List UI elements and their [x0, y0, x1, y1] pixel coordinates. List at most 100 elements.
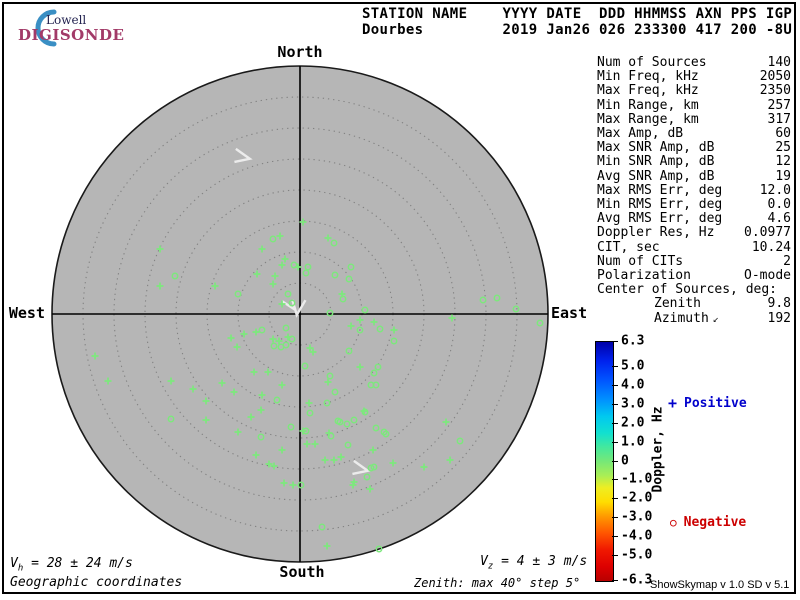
source-marker-circle	[536, 319, 544, 327]
colorbar-tick-label: 3.0	[621, 396, 645, 412]
compass-west-label: West	[8, 304, 45, 322]
source-marker-circle	[479, 296, 487, 304]
source-marker-plus	[321, 456, 329, 464]
compass-north-label: North	[277, 43, 323, 61]
logo-lowell-text: Lowell	[46, 13, 87, 27]
stats-row: Avg RMS Err, deg 4.6	[597, 211, 791, 227]
source-marker-circle	[372, 381, 380, 389]
source-marker-plus	[269, 280, 277, 288]
coordinates-label: Geographic coordinates	[10, 575, 183, 590]
source-marker-plus	[305, 399, 313, 407]
source-marker-circle	[361, 306, 369, 314]
doppler-colorbar	[595, 341, 614, 582]
source-marker-circle	[234, 290, 242, 298]
source-marker-circle	[363, 473, 371, 481]
source-marker-circle	[390, 337, 398, 345]
station-header-values: Dourbes 2019 Jan26 026 233300 417 200 -8…	[362, 22, 793, 38]
doppler-colorbar-ticks: 6.3 5.0 4.0 3.0 2.0 1.0 0 -1.0 -2.0 -3.0 -4.0 -5.0 -…	[595, 334, 655, 588]
source-marker-plus	[271, 272, 279, 280]
source-marker-plus	[156, 282, 164, 290]
source-marker-plus	[202, 416, 210, 424]
source-marker-plus	[202, 397, 210, 405]
source-marker-circle	[376, 325, 384, 333]
source-marker-plus	[309, 348, 317, 356]
stats-row: Azimuth ↙ 192	[654, 310, 791, 326]
vertical-velocity-label: Vz = 4 ± 3 m/s	[480, 554, 588, 572]
colorbar-tick-label: -4.0	[621, 528, 653, 544]
source-marker-plus	[227, 334, 235, 342]
source-marker-plus	[264, 368, 272, 376]
source-marker-plus	[253, 270, 261, 278]
source-marker-plus	[448, 314, 456, 322]
colorbar-tick-label: 6.3	[621, 333, 645, 349]
source-marker-circle	[331, 271, 339, 279]
stats-row: Max Freq, kHz 2350	[597, 83, 791, 99]
source-marker-circle	[318, 523, 326, 531]
source-marker-circle	[456, 437, 464, 445]
source-marker-circle	[288, 335, 296, 343]
colorbar-tick	[612, 403, 618, 405]
source-marker-circle	[326, 372, 334, 380]
source-marker-circle	[347, 263, 355, 271]
source-marker-plus	[281, 255, 289, 263]
source-marker-plus	[366, 485, 374, 493]
source-marker-plus	[420, 463, 428, 471]
direction-arrow-icon	[234, 147, 253, 164]
source-marker-plus	[360, 407, 368, 415]
source-marker-plus	[233, 343, 241, 351]
source-marker-plus	[324, 378, 332, 386]
compass-east-label: East	[551, 304, 588, 322]
lowell-logo-crescent-icon	[35, 9, 57, 47]
stats-panel: Num of Sources 140 Min Freq, kHz 2050 Max Fr…	[597, 55, 791, 327]
colorbar-tick-label: -5.0	[621, 547, 653, 563]
colorbar-tick-label: -1.0	[621, 471, 653, 487]
colorbar-tick	[612, 479, 618, 481]
colorbar-tick-label: -3.0	[621, 509, 653, 525]
stats-row: Zenith 9.8	[654, 296, 791, 312]
doppler-axis-title: Doppler, Hz	[650, 406, 666, 493]
source-marker-circle	[367, 464, 375, 472]
station-header-labels: STATION NAME YYYY DATE DDD HHMMSS AXN PP…	[362, 6, 793, 22]
source-marker-plus	[276, 232, 284, 240]
source-marker-circle	[302, 269, 310, 277]
source-marker-plus	[446, 456, 454, 464]
source-marker-circle	[287, 423, 295, 431]
colorbar-tick	[612, 460, 618, 462]
source-marker-plus	[104, 377, 112, 385]
source-marker-plus	[247, 413, 255, 421]
source-marker-plus	[270, 462, 278, 470]
source-marker-plus	[278, 300, 286, 308]
source-marker-plus	[278, 261, 286, 269]
source-marker-circle	[288, 299, 296, 307]
colorbar-tick-label: 0	[621, 453, 629, 468]
source-marker-circle	[336, 418, 344, 426]
colorbar-tick	[612, 341, 618, 342]
stats-row: Max Amp, dB 60	[597, 126, 791, 142]
source-marker-circle	[301, 362, 309, 370]
source-marker-plus	[347, 322, 355, 330]
source-marker-circle	[512, 305, 520, 313]
source-marker-plus	[234, 428, 242, 436]
source-marker-plus	[275, 337, 283, 345]
colorbar-tick	[612, 536, 618, 538]
plus-marker-icon: +	[668, 394, 678, 412]
compass-south-label: South	[279, 563, 325, 581]
source-marker-circle	[330, 239, 338, 247]
source-marker-plus	[250, 368, 258, 376]
source-marker-circle	[290, 261, 298, 269]
canvas-frame	[2, 2, 796, 594]
stats-row: CIT, sec 10.24	[597, 239, 791, 255]
source-marker-circle	[171, 272, 179, 280]
source-marker-circle	[257, 433, 265, 441]
stats-row: Max RMS Err, deg 12.0	[597, 182, 791, 198]
legend-positive: + Positive	[668, 394, 747, 412]
source-marker-plus	[324, 234, 332, 242]
source-marker-circle	[382, 430, 390, 438]
colorbar-tick	[612, 517, 618, 519]
source-marker-circle	[282, 341, 290, 349]
source-marker-circle	[374, 363, 382, 371]
stats-row: Min Range, km 257	[597, 97, 791, 113]
source-marker-circle	[304, 263, 312, 271]
